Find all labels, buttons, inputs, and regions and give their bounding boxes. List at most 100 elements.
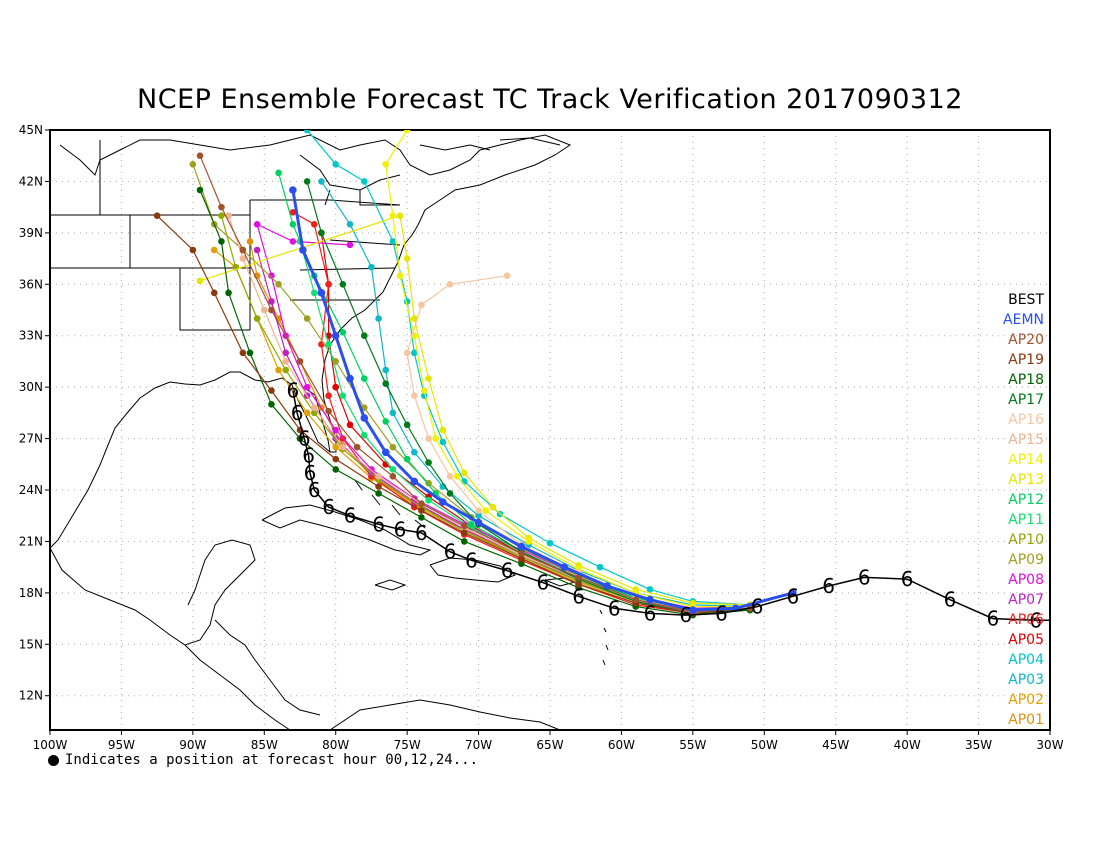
track-point bbox=[403, 455, 411, 463]
track-point bbox=[410, 392, 418, 400]
track-point bbox=[239, 246, 247, 254]
track-point bbox=[396, 272, 404, 280]
legend-item-ap12: AP12 bbox=[1008, 492, 1044, 508]
track-point bbox=[446, 490, 454, 497]
legend-item-ap02: AP02 bbox=[1008, 692, 1044, 708]
track-point bbox=[303, 315, 311, 322]
legend-item-ap09: AP09 bbox=[1008, 552, 1044, 568]
track-point bbox=[403, 349, 411, 357]
track-line bbox=[291, 189, 794, 612]
track-point bbox=[389, 212, 397, 220]
hurricane-symbol-icon: 6 bbox=[302, 444, 315, 468]
track-point bbox=[418, 507, 425, 514]
track-point bbox=[503, 272, 511, 280]
track-point bbox=[310, 289, 318, 297]
track-point bbox=[346, 220, 354, 228]
track-point bbox=[332, 160, 340, 168]
track-point bbox=[296, 358, 304, 365]
track-point bbox=[310, 404, 318, 412]
track-point bbox=[310, 220, 318, 228]
track-point bbox=[368, 263, 375, 271]
y-tick-label: 42N bbox=[19, 174, 43, 188]
legend-item-ap13: AP13 bbox=[1008, 472, 1044, 488]
y-tick-label: 12N bbox=[19, 689, 43, 703]
track-point bbox=[468, 520, 475, 528]
track-point bbox=[418, 500, 425, 508]
legend: BEST AEMN AP20 AP19 AP18 AP17 AP16 AP15 AP14 AP13… bbox=[982, 290, 1044, 730]
track-point bbox=[575, 574, 582, 581]
x-tick-label: 50W bbox=[751, 738, 778, 752]
track-point bbox=[303, 130, 311, 134]
track-point bbox=[339, 280, 347, 288]
track-point bbox=[689, 606, 697, 614]
y-tick-label: 30N bbox=[19, 380, 43, 394]
legend-item-ap17: AP17 bbox=[1008, 392, 1044, 408]
track-point bbox=[418, 514, 425, 521]
track-point bbox=[318, 229, 325, 237]
track-point bbox=[596, 563, 604, 571]
hurricane-symbol-icon: 6 bbox=[858, 565, 871, 589]
track-point bbox=[246, 238, 254, 245]
y-tick-label: 15N bbox=[19, 637, 43, 651]
track-point bbox=[475, 512, 482, 520]
y-tick-label: 24N bbox=[19, 483, 43, 497]
track-point bbox=[346, 241, 354, 249]
hurricane-symbol-icon: 6 bbox=[501, 559, 514, 583]
track-point bbox=[310, 409, 318, 417]
track-point bbox=[275, 169, 282, 177]
track-point bbox=[646, 586, 654, 593]
footnote-text: Indicates a position at forecast hour 00… bbox=[65, 752, 479, 768]
track-point bbox=[289, 220, 297, 228]
hurricane-symbol-icon: 6 bbox=[444, 540, 457, 564]
hurricane-symbol-icon: 6 bbox=[901, 567, 914, 591]
track-point bbox=[425, 375, 432, 382]
y-tick-label: 21N bbox=[19, 534, 43, 548]
track-aemn bbox=[289, 186, 797, 614]
legend-item-ap20: AP20 bbox=[1008, 332, 1044, 348]
track-point bbox=[632, 596, 640, 604]
track-ap14 bbox=[382, 130, 754, 610]
y-tick-label: 39N bbox=[19, 226, 43, 240]
track-point bbox=[360, 178, 368, 185]
track-point bbox=[303, 383, 311, 391]
x-tick-label: 90W bbox=[179, 738, 206, 752]
track-point bbox=[460, 529, 468, 537]
track-line bbox=[192, 164, 751, 611]
page-title: NCEP Ensemble Forecast TC Track Verifica… bbox=[137, 84, 963, 115]
track-point bbox=[339, 443, 347, 451]
hurricane-symbol-icon: 6 bbox=[679, 603, 692, 627]
track-point bbox=[460, 538, 468, 545]
y-tick-label: 27N bbox=[19, 432, 43, 446]
hurricane-symbol-icon: 6 bbox=[786, 584, 799, 608]
x-tick-label: 35W bbox=[965, 738, 992, 752]
track-line bbox=[199, 155, 751, 613]
hurricane-symbol-icon: 6 bbox=[465, 548, 478, 572]
ensemble-tracks bbox=[153, 130, 797, 619]
track-point bbox=[303, 409, 311, 417]
track-point bbox=[299, 246, 307, 254]
x-tick-label: 85W bbox=[251, 738, 278, 752]
track-point bbox=[268, 272, 275, 280]
track-point bbox=[275, 280, 282, 288]
track-point bbox=[225, 289, 232, 297]
y-tick-label: 36N bbox=[19, 277, 43, 291]
track-line bbox=[320, 181, 751, 608]
track-point bbox=[317, 289, 326, 297]
legend-item-ap01: AP01 bbox=[1008, 712, 1044, 728]
track-point bbox=[403, 130, 411, 134]
track-point bbox=[389, 472, 397, 480]
track-point bbox=[339, 328, 347, 336]
hurricane-symbol-icon: 6 bbox=[344, 504, 357, 528]
track-point bbox=[403, 255, 411, 262]
hurricane-symbol-icon: 6 bbox=[308, 478, 321, 502]
track-point bbox=[410, 477, 419, 486]
hurricane-symbol-icon: 6 bbox=[944, 588, 957, 612]
track-point bbox=[518, 555, 525, 562]
track-point bbox=[425, 496, 432, 504]
track-point bbox=[375, 490, 382, 497]
track-point bbox=[303, 178, 311, 185]
track-point bbox=[325, 280, 332, 288]
x-tick-label: 100W bbox=[33, 738, 68, 752]
